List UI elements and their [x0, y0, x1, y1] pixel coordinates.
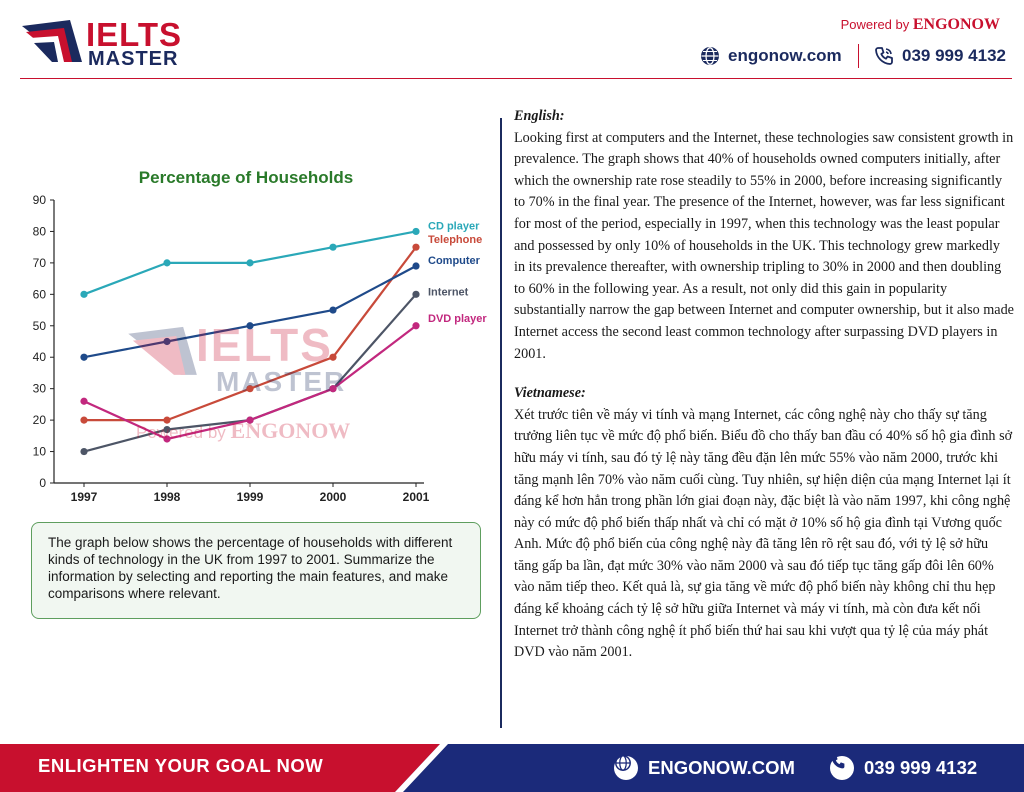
- chart-svg: Percentage of Households 0 10 20 30 40 50 60 70…: [33, 168, 488, 504]
- x-tick-label: 2001: [403, 490, 430, 504]
- y-tick-label: 30: [33, 382, 47, 396]
- column-divider: [500, 118, 502, 728]
- footer-background: [0, 744, 1024, 792]
- vietnamese-paragraph: Xét trước tiên về máy vi tính và mạng In…: [514, 406, 1013, 661]
- legend-label-computer: Computer: [428, 255, 481, 267]
- powered-brand: ENGONOW: [912, 16, 1000, 33]
- logo-text-ielts: IELTS: [86, 16, 183, 53]
- y-tick-label: 60: [33, 287, 47, 301]
- data-point-computer: [80, 353, 88, 361]
- data-point-dvd-player: [412, 322, 420, 330]
- task-prompt-box: The graph below shows the percentage of …: [31, 522, 481, 619]
- households-line-chart: Percentage of Households 0 10 20 30 40 50 60 70…: [24, 160, 494, 510]
- data-point-computer: [329, 306, 337, 314]
- footer-website-text: ENGONOW.COM: [648, 757, 795, 778]
- powered-by: Powered by ENGONOW: [841, 16, 1000, 34]
- y-ticks: 0 10 20 30 40 50 60 70 80 90: [33, 193, 54, 490]
- data-point-telephone: [163, 416, 171, 424]
- data-point-internet: [163, 425, 171, 434]
- y-tick-label: 80: [33, 224, 47, 238]
- globe-icon: [701, 47, 719, 65]
- footer-globe-icon: [614, 755, 638, 780]
- y-tick-label: 10: [33, 445, 47, 459]
- data-point-telephone: [246, 385, 254, 393]
- data-point-telephone: [329, 353, 337, 361]
- header-website-link[interactable]: engonow.com: [700, 44, 842, 68]
- data-point-cd-player: [412, 227, 420, 236]
- legend-labels: CD player Telephone Computer Internet DVD pl…: [428, 220, 487, 324]
- section-spacer: [514, 365, 1014, 383]
- data-point-cd-player: [163, 259, 171, 267]
- data-point-dvd-player: [329, 385, 337, 393]
- chart-title: Percentage of Households: [139, 168, 353, 187]
- series-line-internet: [83, 293, 417, 453]
- y-tick-label: 50: [33, 319, 47, 333]
- y-tick-label: 70: [33, 256, 47, 270]
- series-points: [80, 227, 420, 456]
- y-tick-label: 90: [33, 193, 47, 207]
- header-phone-text: 039 999 4132: [902, 46, 1006, 65]
- header-divider: [20, 78, 1012, 79]
- header-website-text: engonow.com: [728, 46, 842, 65]
- logo-text-master: MASTER: [88, 48, 179, 70]
- footer: ENLIGHTEN YOUR GOAL NOW ENGONOW.COM 039 …: [0, 744, 1024, 792]
- x-tick-label: 2000: [320, 490, 347, 504]
- data-point-dvd-player: [246, 416, 254, 424]
- data-point-computer: [412, 262, 420, 270]
- task-prompt-text: The graph below shows the percentage of …: [48, 535, 453, 601]
- series-line-telephone: [84, 246, 417, 422]
- footer-phone-link[interactable]: 039 999 4132: [830, 754, 977, 782]
- footer-phone-icon: [830, 755, 854, 780]
- logo-wings-icon: [22, 20, 82, 62]
- y-tick-label: 20: [33, 413, 47, 427]
- footer-slogan: ENLIGHTEN YOUR GOAL NOW: [38, 755, 324, 776]
- footer-website-link[interactable]: ENGONOW.COM: [614, 754, 795, 782]
- english-heading: English:: [514, 108, 565, 124]
- header-contact-divider: [858, 44, 859, 68]
- data-point-cd-player: [80, 290, 88, 298]
- y-tick-label: 40: [33, 350, 47, 364]
- data-point-internet: [412, 290, 420, 298]
- x-tick-label: 1999: [237, 490, 264, 504]
- powered-prefix: Powered by: [840, 17, 910, 32]
- essay-column: English: Looking first at computers and …: [514, 106, 1014, 664]
- data-point-telephone: [412, 243, 420, 251]
- data-point-internet: [80, 447, 88, 456]
- data-point-dvd-player: [163, 435, 171, 443]
- english-paragraph: Looking first at computers and the Inter…: [514, 129, 1014, 362]
- legend-label-dvd-player: DVD player: [428, 313, 487, 325]
- legend-label-internet: Internet: [428, 286, 469, 298]
- header: IELTS MASTER Powered by ENGONOW engonow.…: [0, 0, 1024, 80]
- vietnamese-heading: Vietnamese:: [514, 385, 586, 402]
- x-tick-label: 1997: [71, 490, 98, 504]
- header-phone-link[interactable]: 039 999 4132: [874, 44, 1006, 68]
- phone-icon: [875, 47, 893, 65]
- x-ticks: 1997 1998 1999 2000 2001: [71, 483, 430, 504]
- data-point-cd-player: [329, 243, 337, 251]
- x-tick-label: 1998: [154, 490, 181, 504]
- data-point-cd-player: [246, 259, 254, 267]
- footer-phone-text: 039 999 4132: [864, 757, 978, 778]
- data-point-computer: [163, 337, 171, 346]
- legend-label-telephone: Telephone: [428, 234, 482, 246]
- data-point-dvd-player: [80, 397, 88, 405]
- ielts-master-logo[interactable]: IELTS MASTER: [20, 14, 190, 70]
- y-tick-label: 0: [39, 476, 46, 490]
- data-point-computer: [246, 322, 254, 330]
- legend-label-cd-player: CD player: [428, 220, 480, 232]
- data-point-telephone: [80, 416, 88, 424]
